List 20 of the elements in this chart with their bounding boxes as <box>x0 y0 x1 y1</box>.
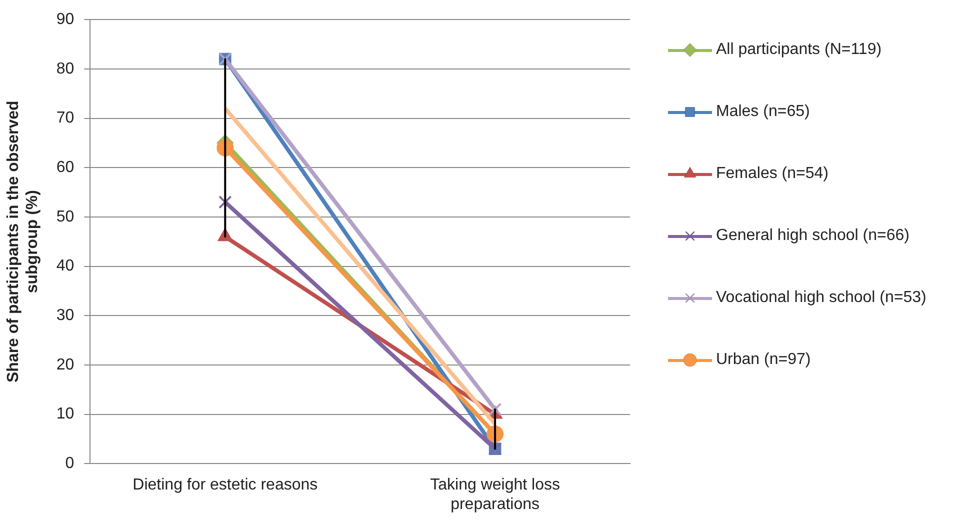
legend-label: Urban (n=97) <box>716 350 811 370</box>
point <box>218 195 232 209</box>
y-tick-label: 30 <box>56 307 74 324</box>
x-tick-label: Dieting for estetic reasons <box>132 476 318 494</box>
y-tick-label: 0 <box>65 455 74 472</box>
y-tick-label: 60 <box>56 159 74 176</box>
legend-label: All participants (N=119) <box>716 40 882 60</box>
y-tick-label: 20 <box>56 356 74 374</box>
y-tick-label: 80 <box>56 60 74 78</box>
legend-label: General high school (n=66) <box>716 226 910 246</box>
y-tick-label: 90 <box>56 11 74 28</box>
y-tick-label: 50 <box>56 208 74 226</box>
y-tick-label: 40 <box>56 258 74 275</box>
y-axis-title: Share of participants in the observed subgroup (%) <box>5 100 42 383</box>
y-tick-label: 10 <box>56 406 74 423</box>
y-tick-label: 70 <box>56 110 74 127</box>
legend-label: Females (n=54) <box>716 164 828 184</box>
legend-label: Vocational high school (n=53) <box>716 288 926 308</box>
x-tick-label: Taking weight loss preparations <box>430 476 560 513</box>
legend-label: Males (n=65) <box>716 102 810 122</box>
